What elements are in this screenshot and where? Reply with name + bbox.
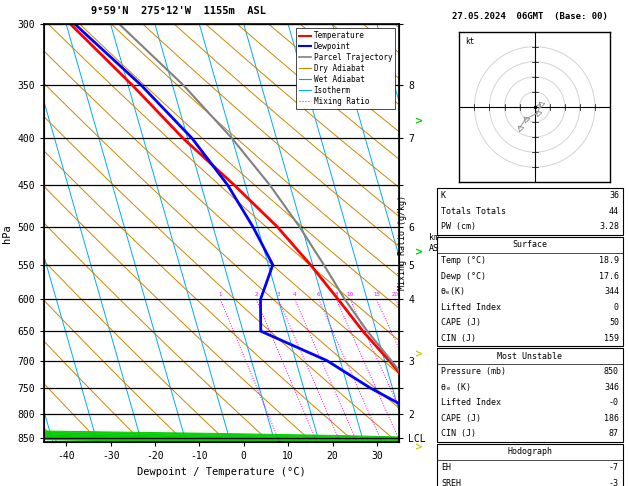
- Text: 25: 25: [408, 293, 415, 297]
- Text: -3: -3: [609, 479, 619, 486]
- Legend: Temperature, Dewpoint, Parcel Trajectory, Dry Adiabat, Wet Adiabat, Isotherm, Mi: Temperature, Dewpoint, Parcel Trajectory…: [296, 28, 395, 109]
- Text: θₑ(K): θₑ(K): [441, 287, 466, 296]
- Text: 36: 36: [609, 191, 619, 200]
- Text: Pressure (mb): Pressure (mb): [441, 367, 506, 376]
- Text: >: >: [415, 350, 423, 360]
- Text: 1: 1: [218, 293, 222, 297]
- Text: 15: 15: [373, 293, 380, 297]
- Text: CAPE (J): CAPE (J): [441, 318, 481, 327]
- Text: SREH: SREH: [441, 479, 461, 486]
- Text: Temp (°C): Temp (°C): [441, 256, 486, 265]
- Text: 0: 0: [614, 303, 619, 312]
- Text: 87: 87: [609, 430, 619, 438]
- Text: 50: 50: [609, 318, 619, 327]
- X-axis label: Dewpoint / Temperature (°C): Dewpoint / Temperature (°C): [137, 467, 306, 477]
- Text: CIN (J): CIN (J): [441, 430, 476, 438]
- Text: -0: -0: [609, 399, 619, 407]
- Text: Hodograph: Hodograph: [508, 448, 552, 456]
- Text: Surface: Surface: [513, 241, 547, 249]
- Text: Most Unstable: Most Unstable: [498, 352, 562, 361]
- Text: 159: 159: [604, 334, 619, 343]
- Text: 4: 4: [293, 293, 297, 297]
- Text: 186: 186: [604, 414, 619, 423]
- Text: Lifted Index: Lifted Index: [441, 303, 501, 312]
- Text: 3.28: 3.28: [599, 223, 619, 231]
- Text: 27.05.2024  06GMT  (Base: 00): 27.05.2024 06GMT (Base: 00): [452, 12, 608, 21]
- Text: 850: 850: [604, 367, 619, 376]
- Text: K: K: [441, 191, 446, 200]
- Y-axis label: hPa: hPa: [2, 224, 12, 243]
- Text: CIN (J): CIN (J): [441, 334, 476, 343]
- Text: 2: 2: [255, 293, 258, 297]
- Text: PW (cm): PW (cm): [441, 223, 476, 231]
- Text: >: >: [415, 248, 423, 258]
- Text: 10: 10: [347, 293, 353, 297]
- Text: 9°59'N  275°12'W  1155m  ASL: 9°59'N 275°12'W 1155m ASL: [91, 6, 267, 16]
- Text: Totals Totals: Totals Totals: [441, 207, 506, 216]
- Text: 344: 344: [604, 287, 619, 296]
- Text: Lifted Index: Lifted Index: [441, 399, 501, 407]
- Text: kt: kt: [465, 36, 475, 46]
- Text: >: >: [415, 117, 423, 126]
- Text: θₑ (K): θₑ (K): [441, 383, 471, 392]
- Y-axis label: km
ASL: km ASL: [428, 233, 443, 253]
- Text: CAPE (J): CAPE (J): [441, 414, 481, 423]
- Text: 3: 3: [277, 293, 281, 297]
- Text: Mixing Ratio (g/kg): Mixing Ratio (g/kg): [398, 195, 407, 291]
- Text: -7: -7: [609, 463, 619, 472]
- Text: Dewp (°C): Dewp (°C): [441, 272, 486, 280]
- Text: 44: 44: [609, 207, 619, 216]
- Text: 20: 20: [392, 293, 399, 297]
- Text: >: >: [415, 442, 423, 452]
- Text: EH: EH: [441, 463, 451, 472]
- Text: 8: 8: [335, 293, 338, 297]
- Text: 6: 6: [317, 293, 321, 297]
- Text: 17.6: 17.6: [599, 272, 619, 280]
- Text: 18.9: 18.9: [599, 256, 619, 265]
- Text: 346: 346: [604, 383, 619, 392]
